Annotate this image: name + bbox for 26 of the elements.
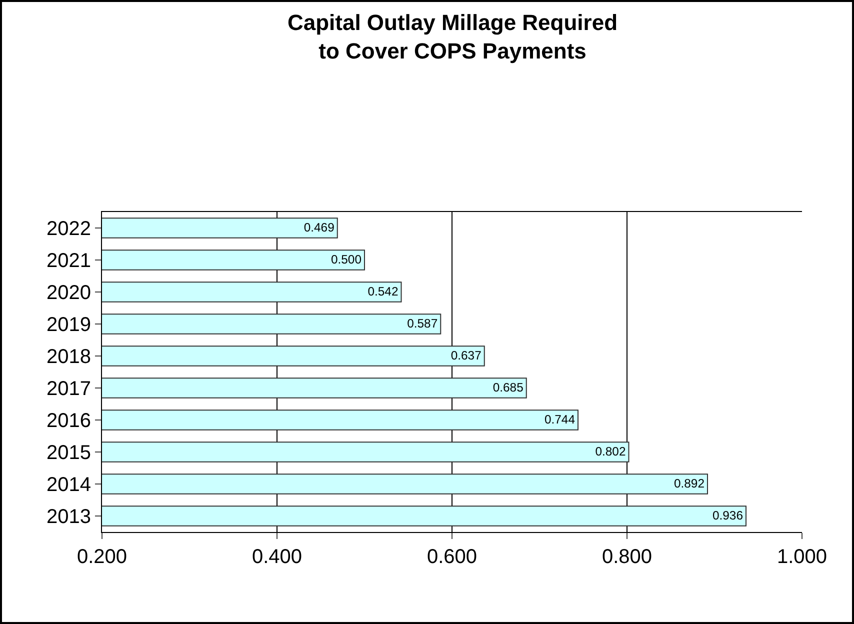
data-label: 0.587 — [407, 316, 438, 331]
data-label: 0.500 — [330, 252, 362, 267]
data-label: 0.637 — [450, 348, 482, 363]
x-tick-label: 0.400 — [252, 546, 302, 568]
x-tick-label: 0.600 — [426, 546, 478, 568]
data-label: 0.892 — [674, 476, 705, 491]
y-tick-label: 2017 — [46, 378, 91, 400]
chart-title: Capital Outlay Millage Required to Cover COPS Payments — [287, 10, 618, 64]
y-tick-label: 2018 — [46, 346, 91, 368]
y-tick-label: 2019 — [46, 314, 91, 336]
data-label: 0.469 — [304, 220, 335, 235]
data-label: 0.542 — [368, 284, 398, 299]
y-tick-label: 2021 — [46, 250, 91, 272]
y-tick-label: 2020 — [46, 282, 91, 304]
y-tick-label: 2015 — [46, 442, 91, 464]
data-label: 0.802 — [595, 444, 626, 459]
y-tick-label: 2022 — [46, 218, 91, 240]
y-tick-label: 2013 — [46, 506, 91, 528]
data-label: 0.685 — [492, 380, 524, 395]
y-tick-label: 2016 — [46, 410, 91, 432]
x-tick-label: 0.800 — [602, 546, 652, 568]
x-tick-label: 0.200 — [76, 546, 128, 568]
data-label: 0.936 — [712, 508, 744, 523]
data-label: 0.744 — [544, 412, 576, 427]
y-tick-label: 2014 — [46, 474, 91, 496]
x-tick-label: 1.000 — [776, 546, 828, 568]
